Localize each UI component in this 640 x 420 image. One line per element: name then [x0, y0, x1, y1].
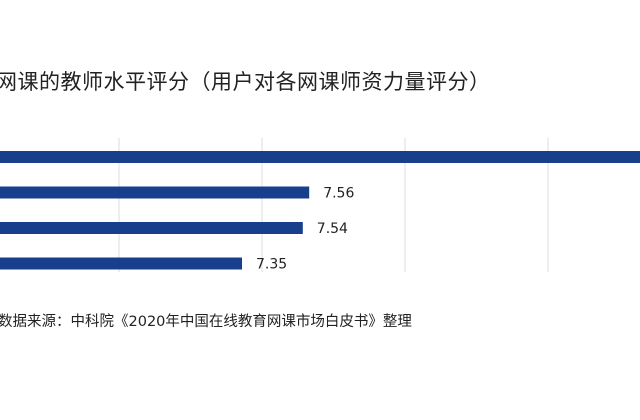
- bar: [0, 222, 303, 234]
- bar: [0, 151, 640, 163]
- data-label: 7.56: [323, 186, 354, 202]
- bar: [0, 186, 310, 199]
- bar: [0, 257, 242, 270]
- data-label: 7.35: [256, 257, 287, 273]
- data-label: 7.54: [317, 221, 348, 237]
- bars: [0, 151, 640, 270]
- chart-title: 网课的教师水平评分（用户对各网课师资力量评分）: [0, 70, 491, 94]
- source-note: 数据来源：中科院《2020年中国在线教育网课市场白皮书》整理: [0, 314, 412, 330]
- data-labels: 7.56 7.54 7.35: [256, 186, 354, 273]
